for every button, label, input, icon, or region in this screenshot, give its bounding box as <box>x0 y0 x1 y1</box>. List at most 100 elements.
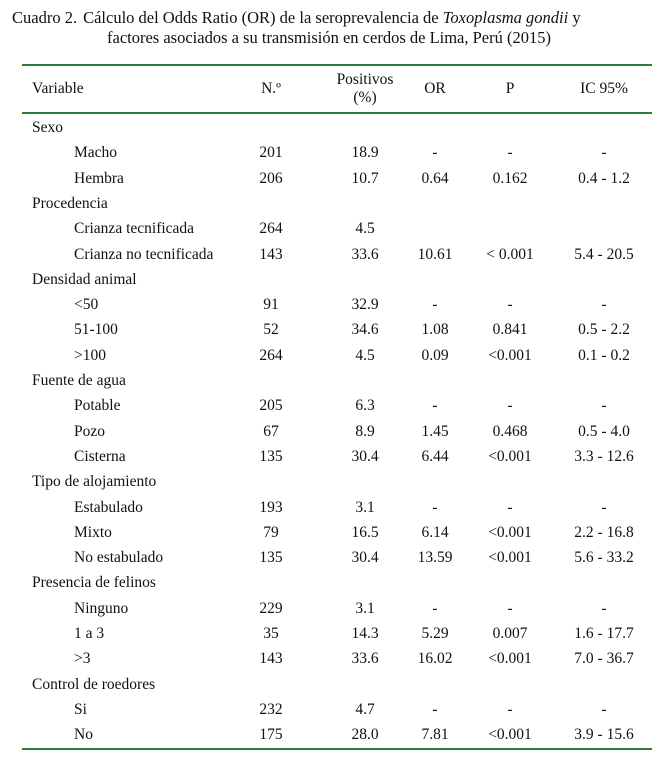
cell-n: 193 <box>259 498 283 516</box>
cell-or: 1.45 <box>421 422 449 440</box>
table-row: Hembra 206 10.7 0.64 0.162 0.4 - 1.2 <box>22 166 652 191</box>
table-row: <50 91 32.9 - - - <box>22 292 652 317</box>
cell-or <box>400 216 470 241</box>
row-label: 1 a 3 <box>74 625 105 642</box>
cell-p: - <box>507 397 513 415</box>
cell-or: 5.29 <box>421 625 449 642</box>
caption-line-2: factores asociados a su transmisión en c… <box>107 28 551 47</box>
group-label: Presencia de felinos <box>32 574 156 592</box>
group-row: Control de roedores <box>22 672 652 697</box>
row-label: Macho <box>74 144 118 162</box>
cell-ic: - <box>601 700 607 718</box>
cell-n: 264 <box>259 220 283 238</box>
cell-p: <0.001 <box>488 447 532 465</box>
table-row: Crianza tecnificada 264 4.5 <box>22 216 652 241</box>
table-row: No 175 28.0 7.81 <0.001 3.9 - 15.6 <box>22 722 652 747</box>
cell-p: <0.001 <box>488 650 532 668</box>
group-label: Fuente de agua <box>32 372 126 389</box>
cell-n: 35 <box>263 625 279 642</box>
cell-ic: - <box>601 397 607 415</box>
cell-n: 91 <box>263 296 279 314</box>
table-row: Crianza no tecnificada 143 33.6 10.61 < 0.00… <box>22 242 652 267</box>
cell-or: 6.14 <box>421 523 449 541</box>
cell-or: 7.81 <box>421 726 449 744</box>
cell-n: 143 <box>259 245 283 263</box>
cell-or: - <box>432 498 438 516</box>
cell-n: 229 <box>259 599 283 617</box>
group-label: Control de roedores <box>32 675 156 693</box>
table-row: Pozo 67 8.9 1.45 0.468 0.5 - 4.0 <box>22 419 652 444</box>
cell-positivos: 4.5 <box>355 220 375 238</box>
cell-or: - <box>432 296 438 314</box>
cell-or: 16.02 <box>417 650 453 668</box>
header-positivos-unit: (%) <box>353 89 377 106</box>
cell-n: 79 <box>263 523 279 541</box>
cell-n: 206 <box>259 169 283 187</box>
row-label: Estabulado <box>74 498 143 516</box>
cell-positivos: 3.1 <box>355 599 375 617</box>
cell-n: 52 <box>263 321 279 339</box>
table-row: Potable 205 6.3 - - - <box>22 393 652 418</box>
cell-p: - <box>507 144 513 162</box>
cell-positivos: 4.5 <box>355 346 375 364</box>
bottom-rule <box>22 748 652 750</box>
cell-p: <0.001 <box>488 346 532 364</box>
cell-ic: 5.6 - 33.2 <box>574 549 634 567</box>
group-row: Presencia de felinos <box>22 570 652 595</box>
cell-positivos: 16.5 <box>351 523 379 541</box>
row-label: >3 <box>74 650 91 668</box>
cell-ic: - <box>601 498 607 516</box>
cell-positivos: 33.6 <box>351 650 379 668</box>
cell-n: 175 <box>259 726 283 744</box>
cell-ic: 0.5 - 4.0 <box>578 422 630 440</box>
table-row: Macho 201 18.9 - - - <box>22 140 652 165</box>
cell-ic: - <box>601 599 607 617</box>
cell-p <box>472 216 548 241</box>
cell-or: - <box>432 599 438 617</box>
cell-or: - <box>432 700 438 718</box>
cell-positivos: 30.4 <box>351 549 379 567</box>
cell-ic <box>554 216 654 241</box>
group-row: Sexo <box>22 115 652 140</box>
row-label: Ninguno <box>74 599 129 617</box>
header-ic: IC 95% <box>580 80 628 97</box>
cell-positivos: 32.9 <box>351 296 379 314</box>
table-row: Si 232 4.7 - - - <box>22 697 652 722</box>
group-label: Sexo <box>32 119 63 136</box>
cell-ic: 2.2 - 16.8 <box>574 523 634 541</box>
table-row: >3 143 33.6 16.02 <0.001 7.0 - 36.7 <box>22 646 652 671</box>
cell-or: 6.44 <box>421 447 449 465</box>
table-row: 1 a 3 35 14.3 5.29 0.007 1.6 - 17.7 <box>22 621 652 646</box>
cell-positivos: 4.7 <box>355 700 375 718</box>
row-label: Pozo <box>74 422 105 440</box>
cell-positivos: 28.0 <box>351 726 379 744</box>
group-row: Densidad animal <box>22 267 652 292</box>
cell-n: 205 <box>259 397 283 415</box>
row-label: No estabulado <box>74 549 164 567</box>
cell-positivos: 18.9 <box>351 144 379 162</box>
table-row: Mixto 79 16.5 6.14 <0.001 2.2 - 16.8 <box>22 520 652 545</box>
table-row: Cisterna 135 30.4 6.44 <0.001 3.3 - 12.6 <box>22 444 652 469</box>
row-label: 51-100 <box>74 321 118 339</box>
cell-positivos: 33.6 <box>351 245 379 263</box>
cell-n: 232 <box>259 700 283 718</box>
cell-n: 67 <box>263 422 279 440</box>
cell-positivos: 34.6 <box>351 321 379 339</box>
cell-n: 135 <box>259 447 283 465</box>
cell-positivos: 3.1 <box>355 498 375 516</box>
cell-positivos: 8.9 <box>355 422 375 440</box>
cell-p: < 0.001 <box>486 245 534 263</box>
cell-or: 0.64 <box>421 169 449 187</box>
row-label: Si <box>74 700 87 718</box>
row-label: Crianza no tecnificada <box>74 245 214 263</box>
row-label: Mixto <box>74 523 112 541</box>
header-positivos-label: Positivos <box>336 71 394 88</box>
caption-text: Cálculo del Odds Ratio (OR) de la seropr… <box>83 8 443 27</box>
header-rule <box>22 112 652 114</box>
cell-p: 0.007 <box>492 625 528 642</box>
cell-ic: 3.3 - 12.6 <box>574 447 634 465</box>
cell-or: 10.61 <box>417 245 453 263</box>
table-row: No estabulado 135 30.4 13.59 <0.001 5.6 - 33.… <box>22 545 652 570</box>
cell-ic: 3.9 - 15.6 <box>574 726 634 744</box>
top-rule <box>22 64 652 66</box>
